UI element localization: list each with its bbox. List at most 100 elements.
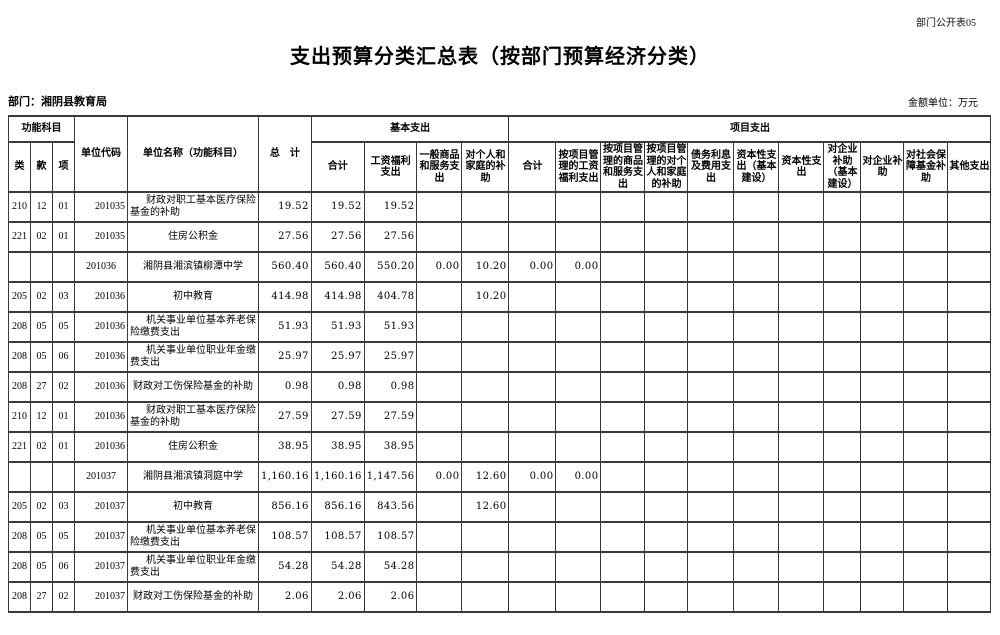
project-col-header: 对企业补助: [860, 141, 905, 193]
value-cell: [555, 551, 602, 583]
value-cell: [508, 491, 557, 523]
value-cell: 12.60: [461, 461, 510, 493]
unit-name-cell: 机关事业单位职业年金缴费支出: [127, 341, 259, 373]
table-row: 208 05 05 201036 机关事业单位基本养老保险缴费支出 51.93 51.93 5…: [8, 311, 992, 343]
value-cell: [823, 491, 862, 523]
value-cell: [687, 341, 735, 373]
value-cell: 51.93: [258, 311, 312, 343]
value-cell: [416, 311, 463, 343]
value-cell: [947, 461, 992, 493]
value-cell: [733, 431, 780, 463]
value-cell: [555, 191, 602, 223]
value-cell: [508, 431, 557, 463]
page-title: 支出预算分类汇总表（按部门预算经济分类）: [290, 46, 710, 68]
value-cell: 1,160.16: [258, 461, 312, 493]
unit-code-cell: 201036: [74, 341, 128, 373]
value-cell: 19.52: [363, 191, 418, 223]
value-cell: [778, 491, 825, 523]
func-xiang-cell: [52, 251, 75, 283]
func-xiang-cell: 02: [52, 371, 75, 403]
value-cell: 560.40: [258, 251, 312, 283]
value-cell: 38.95: [310, 431, 365, 463]
value-cell: [860, 551, 905, 583]
value-cell: 27.56: [258, 221, 312, 253]
value-cell: [555, 311, 602, 343]
func-class-cell: 208: [8, 551, 31, 583]
value-cell: [461, 401, 510, 433]
value-cell: [778, 281, 825, 313]
value-cell: [778, 521, 825, 553]
value-cell: [416, 401, 463, 433]
table-row: 208 27 02 201036 财政对工伤保险基金的补助 0.98 0.98 0.98: [8, 371, 992, 403]
value-cell: 0.00: [555, 461, 602, 493]
value-cell: [461, 221, 510, 253]
value-cell: [461, 341, 510, 373]
func-class-cell: 205: [8, 491, 31, 523]
value-cell: [644, 401, 689, 433]
unit-name-header: 单位名称（功能科目）: [127, 115, 259, 193]
func-xiang-cell: 06: [52, 341, 75, 373]
value-cell: [733, 251, 780, 283]
value-cell: [778, 551, 825, 583]
project-col-header: 资本性支出（基本建设）: [733, 141, 780, 193]
value-cell: [733, 371, 780, 403]
func-kuan-cell: 05: [30, 551, 53, 583]
value-cell: [778, 371, 825, 403]
value-cell: [508, 311, 557, 343]
value-cell: 0.00: [416, 251, 463, 283]
value-cell: 0.98: [363, 371, 418, 403]
value-cell: [687, 461, 735, 493]
value-cell: [644, 431, 689, 463]
unit-code-cell: 201036: [74, 311, 128, 343]
value-cell: [860, 221, 905, 253]
value-cell: [860, 281, 905, 313]
value-cell: [733, 581, 780, 613]
value-cell: [508, 221, 557, 253]
value-cell: 38.95: [363, 431, 418, 463]
value-cell: [947, 191, 992, 223]
value-cell: [823, 461, 862, 493]
table-row: 205 02 03 201036 初中教育 414.98 414.98 404.78 10.20: [8, 281, 992, 313]
func-xiang-cell: 02: [52, 581, 75, 613]
table-row: 208 27 02 201037 财政对工伤保险基金的补助 2.06 2.06 2.06: [8, 581, 992, 613]
value-cell: [733, 191, 780, 223]
value-cell: 10.20: [461, 281, 510, 313]
value-cell: [555, 581, 602, 613]
value-cell: [644, 341, 689, 373]
func-xiang-cell: 01: [52, 221, 75, 253]
value-cell: [600, 341, 646, 373]
func-xiang-cell: 05: [52, 521, 75, 553]
project-col-header: 按项目管理的对个人和家庭的补助: [644, 141, 689, 193]
value-cell: [860, 491, 905, 523]
value-cell: [860, 581, 905, 613]
project-col-header: 按项目管理的工资福利支出: [555, 141, 602, 193]
value-cell: 54.28: [258, 551, 312, 583]
value-cell: [860, 431, 905, 463]
value-cell: [508, 401, 557, 433]
value-cell: [860, 251, 905, 283]
budget-table: 功能科目 单位代码 单位名称（功能科目）总 计基本支出 项目支出类款项合计 工资福利支出…: [8, 115, 992, 613]
unit-name-cell: 初中教育: [127, 281, 259, 313]
func-xiang-cell: 01: [52, 191, 75, 223]
value-cell: [508, 281, 557, 313]
value-cell: [823, 341, 862, 373]
value-cell: [903, 521, 949, 553]
table-row: 201036 湘阴县湘滨镇柳潭中学 560.40 560.40 550.20 0.00 10…: [8, 251, 992, 283]
value-cell: [687, 251, 735, 283]
value-cell: [687, 311, 735, 343]
value-cell: [778, 191, 825, 223]
value-cell: [823, 191, 862, 223]
value-cell: [644, 521, 689, 553]
unit-code-cell: 201036: [74, 281, 128, 313]
value-cell: 1,160.16: [310, 461, 365, 493]
value-cell: [733, 281, 780, 313]
value-cell: 0.00: [508, 461, 557, 493]
value-cell: 0.98: [258, 371, 312, 403]
value-cell: [823, 251, 862, 283]
value-cell: [903, 221, 949, 253]
value-cell: [687, 221, 735, 253]
value-cell: [687, 551, 735, 583]
value-cell: [947, 431, 992, 463]
value-cell: 54.28: [363, 551, 418, 583]
value-cell: 54.28: [310, 551, 365, 583]
